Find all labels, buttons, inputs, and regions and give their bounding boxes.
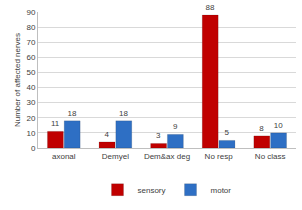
svg-text:motor: motor — [211, 186, 232, 195]
svg-text:9: 9 — [173, 122, 178, 131]
svg-text:4: 4 — [105, 130, 110, 139]
svg-text:Dem&ax deg: Dem&ax deg — [144, 152, 190, 161]
svg-text:10: 10 — [274, 121, 283, 130]
svg-text:10: 10 — [26, 129, 35, 138]
svg-text:88: 88 — [205, 3, 214, 12]
svg-text:3: 3 — [156, 131, 161, 140]
svg-text:20: 20 — [26, 114, 35, 123]
svg-text:5: 5 — [224, 128, 229, 137]
svg-text:70: 70 — [26, 38, 35, 47]
svg-text:8: 8 — [259, 124, 264, 133]
svg-text:0: 0 — [31, 144, 36, 153]
svg-text:Number of affected nerves: Number of affected nerves — [13, 33, 22, 127]
svg-text:60: 60 — [26, 53, 35, 62]
svg-text:80: 80 — [26, 23, 35, 32]
svg-text:sensory: sensory — [138, 186, 166, 195]
svg-text:30: 30 — [26, 98, 35, 107]
svg-text:40: 40 — [26, 83, 35, 92]
svg-text:50: 50 — [26, 68, 35, 77]
svg-text:No class: No class — [255, 152, 286, 161]
svg-text:axonal: axonal — [52, 152, 76, 161]
svg-text:90: 90 — [26, 8, 35, 17]
svg-text:18: 18 — [119, 109, 128, 118]
svg-text:Demyel: Demyel — [102, 152, 129, 161]
svg-text:11: 11 — [51, 119, 60, 128]
svg-text:18: 18 — [67, 109, 76, 118]
svg-text:No resp: No resp — [205, 152, 234, 161]
